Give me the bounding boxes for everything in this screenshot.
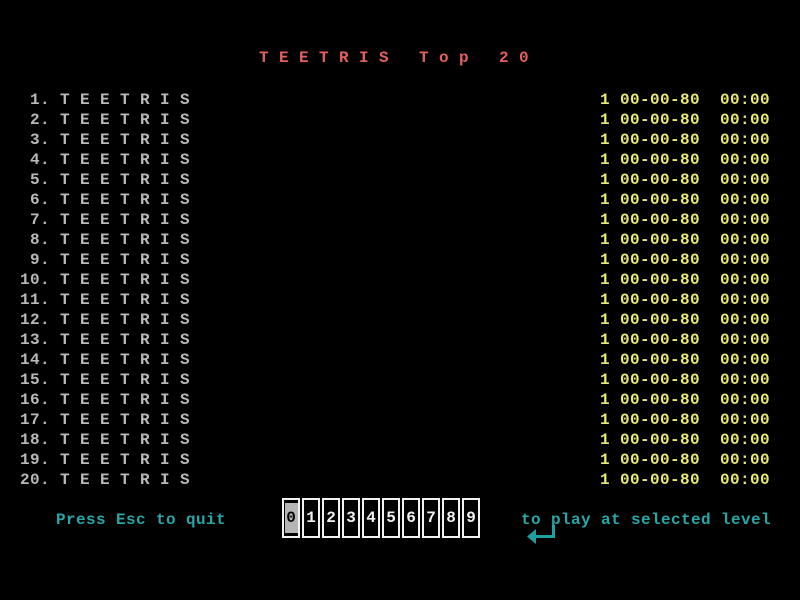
score-rank-name: 20. T E E T R I S: [20, 471, 191, 489]
score-result: 1 00-00-80 00:00: [600, 231, 771, 249]
score-result: 1 00-00-80 00:00: [600, 351, 771, 369]
score-result: 1 00-00-80 00:00: [600, 111, 771, 129]
score-result: 1 00-00-80 00:00: [600, 131, 771, 149]
level-option-6[interactable]: 6: [402, 498, 420, 538]
score-row: 9. T E E T R I S 1 00-00-80 00:00: [0, 250, 800, 270]
score-row: 1. T E E T R I S 1 00-00-80 00:00: [0, 90, 800, 110]
level-option-3[interactable]: 3: [342, 498, 360, 538]
level-digit: 2: [326, 509, 336, 527]
score-row: 8. T E E T R I S 1 00-00-80 00:00: [0, 230, 800, 250]
score-rank-name: 19. T E E T R I S: [20, 451, 191, 469]
score-row: 5. T E E T R I S 1 00-00-80 00:00: [0, 170, 800, 190]
score-row: 13. T E E T R I S 1 00-00-80 00:00: [0, 330, 800, 350]
level-digit: 5: [386, 509, 396, 527]
score-row: 20. T E E T R I S 1 00-00-80 00:00: [0, 470, 800, 490]
level-digit: 1: [306, 509, 316, 527]
page-title: T E E T R I S T o p 2 0: [259, 49, 530, 67]
score-result: 1 00-00-80 00:00: [600, 251, 771, 269]
score-result: 1 00-00-80 00:00: [600, 311, 771, 329]
level-option-9[interactable]: 9: [462, 498, 480, 538]
score-result: 1 00-00-80 00:00: [600, 411, 771, 429]
score-row: 12. T E E T R I S 1 00-00-80 00:00: [0, 310, 800, 330]
score-rank-name: 4. T E E T R I S: [20, 151, 191, 169]
level-option-1[interactable]: 1: [302, 498, 320, 538]
score-result: 1 00-00-80 00:00: [600, 151, 771, 169]
level-digit: 3: [346, 509, 356, 527]
score-result: 1 00-00-80 00:00: [600, 391, 771, 409]
score-rank-name: 5. T E E T R I S: [20, 171, 191, 189]
level-digit: 9: [466, 509, 476, 527]
score-rank-name: 18. T E E T R I S: [20, 431, 191, 449]
score-rank-name: 9. T E E T R I S: [20, 251, 191, 269]
level-option-7[interactable]: 7: [422, 498, 440, 538]
score-rank-name: 12. T E E T R I S: [20, 311, 191, 329]
score-rank-name: 16. T E E T R I S: [20, 391, 191, 409]
level-option-5[interactable]: 5: [382, 498, 400, 538]
score-row: 17. T E E T R I S 1 00-00-80 00:00: [0, 410, 800, 430]
level-option-4[interactable]: 4: [362, 498, 380, 538]
score-rank-name: 3. T E E T R I S: [20, 131, 191, 149]
score-rank-name: 10. T E E T R I S: [20, 271, 191, 289]
score-result: 1 00-00-80 00:00: [600, 451, 771, 469]
score-rank-name: 8. T E E T R I S: [20, 231, 191, 249]
score-row: 11. T E E T R I S 1 00-00-80 00:00: [0, 290, 800, 310]
level-digit: 8: [446, 509, 456, 527]
level-option-8[interactable]: 8: [442, 498, 460, 538]
score-row: 7. T E E T R I S 1 00-00-80 00:00: [0, 210, 800, 230]
score-rank-name: 14. T E E T R I S: [20, 351, 191, 369]
play-hint-label: to play at selected level: [521, 511, 772, 529]
score-row: 16. T E E T R I S 1 00-00-80 00:00: [0, 390, 800, 410]
return-arrow-icon: [487, 502, 557, 572]
score-result: 1 00-00-80 00:00: [600, 171, 771, 189]
score-result: 1 00-00-80 00:00: [600, 371, 771, 389]
score-rank-name: 13. T E E T R I S: [20, 331, 191, 349]
score-rank-name: 6. T E E T R I S: [20, 191, 191, 209]
level-option-2[interactable]: 2: [322, 498, 340, 538]
score-result: 1 00-00-80 00:00: [600, 191, 771, 209]
score-rank-name: 17. T E E T R I S: [20, 411, 191, 429]
score-result: 1 00-00-80 00:00: [600, 211, 771, 229]
score-result: 1 00-00-80 00:00: [600, 291, 771, 309]
level-digit: 0: [284, 503, 298, 533]
score-rank-name: 2. T E E T R I S: [20, 111, 191, 129]
level-digit: 6: [406, 509, 416, 527]
score-row: 6. T E E T R I S 1 00-00-80 00:00: [0, 190, 800, 210]
score-row: 2. T E E T R I S 1 00-00-80 00:00: [0, 110, 800, 130]
level-digit: 7: [426, 509, 436, 527]
score-row: 10. T E E T R I S 1 00-00-80 00:00: [0, 270, 800, 290]
score-row: 4. T E E T R I S 1 00-00-80 00:00: [0, 150, 800, 170]
score-row: 18. T E E T R I S 1 00-00-80 00:00: [0, 430, 800, 450]
score-rank-name: 7. T E E T R I S: [20, 211, 191, 229]
level-digit: 4: [366, 509, 376, 527]
level-option-0[interactable]: 0: [282, 498, 300, 538]
score-result: 1 00-00-80 00:00: [600, 471, 771, 489]
score-row: 3. T E E T R I S 1 00-00-80 00:00: [0, 130, 800, 150]
score-result: 1 00-00-80 00:00: [600, 271, 771, 289]
score-rank-name: 15. T E E T R I S: [20, 371, 191, 389]
score-rank-name: 1. T E E T R I S: [20, 91, 191, 109]
score-result: 1 00-00-80 00:00: [600, 91, 771, 109]
quit-hint-label: Press Esc to quit: [56, 511, 227, 529]
score-result: 1 00-00-80 00:00: [600, 331, 771, 349]
score-result: 1 00-00-80 00:00: [600, 431, 771, 449]
score-row: 14. T E E T R I S 1 00-00-80 00:00: [0, 350, 800, 370]
score-rank-name: 11. T E E T R I S: [20, 291, 191, 309]
score-row: 15. T E E T R I S 1 00-00-80 00:00: [0, 370, 800, 390]
score-row: 19. T E E T R I S 1 00-00-80 00:00: [0, 450, 800, 470]
